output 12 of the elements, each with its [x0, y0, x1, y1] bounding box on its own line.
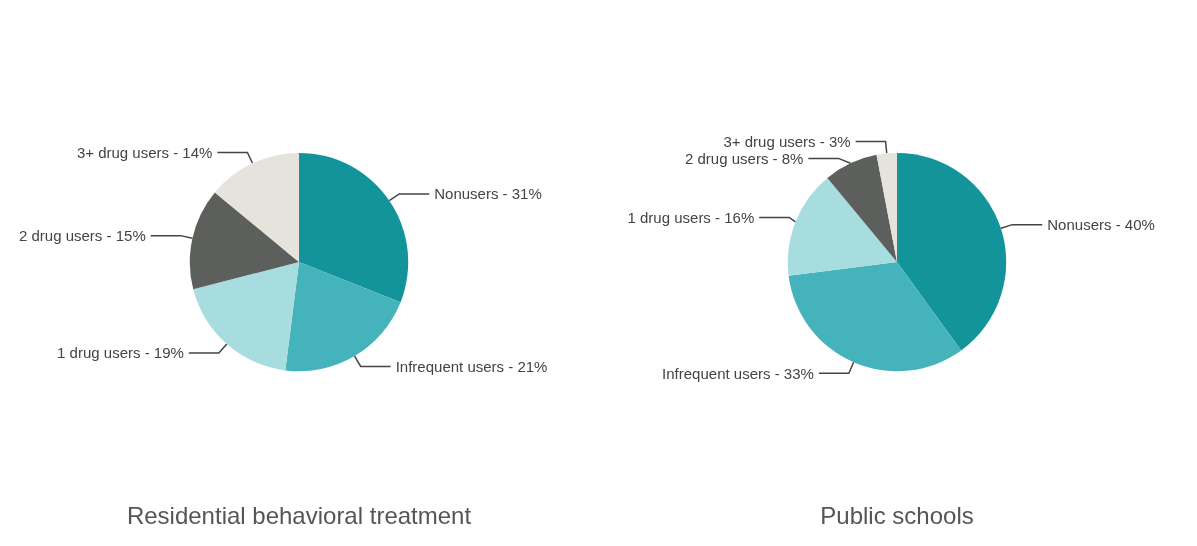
slice-label: Infrequent users - 21% [395, 357, 548, 375]
slice-label: 2 drug users - 15% [18, 227, 146, 245]
slice-label: Infrequent users - 33% [662, 364, 814, 382]
slice-label: 3+ drug users - 3% [723, 132, 851, 150]
slice-label: 1 drug users - 16% [627, 208, 755, 226]
slice-label: 3+ drug users - 14% [76, 143, 213, 161]
slice-label: Nonusers - 40% [1047, 216, 1155, 234]
text: Public schools [820, 501, 974, 529]
slice-label: 1 drug users - 19% [57, 344, 184, 362]
slice-label: 2 drug users - 8% [685, 149, 804, 167]
slice-label: Nonusers - 31% [434, 185, 542, 203]
text: Residential behavioral treatment [126, 501, 472, 529]
